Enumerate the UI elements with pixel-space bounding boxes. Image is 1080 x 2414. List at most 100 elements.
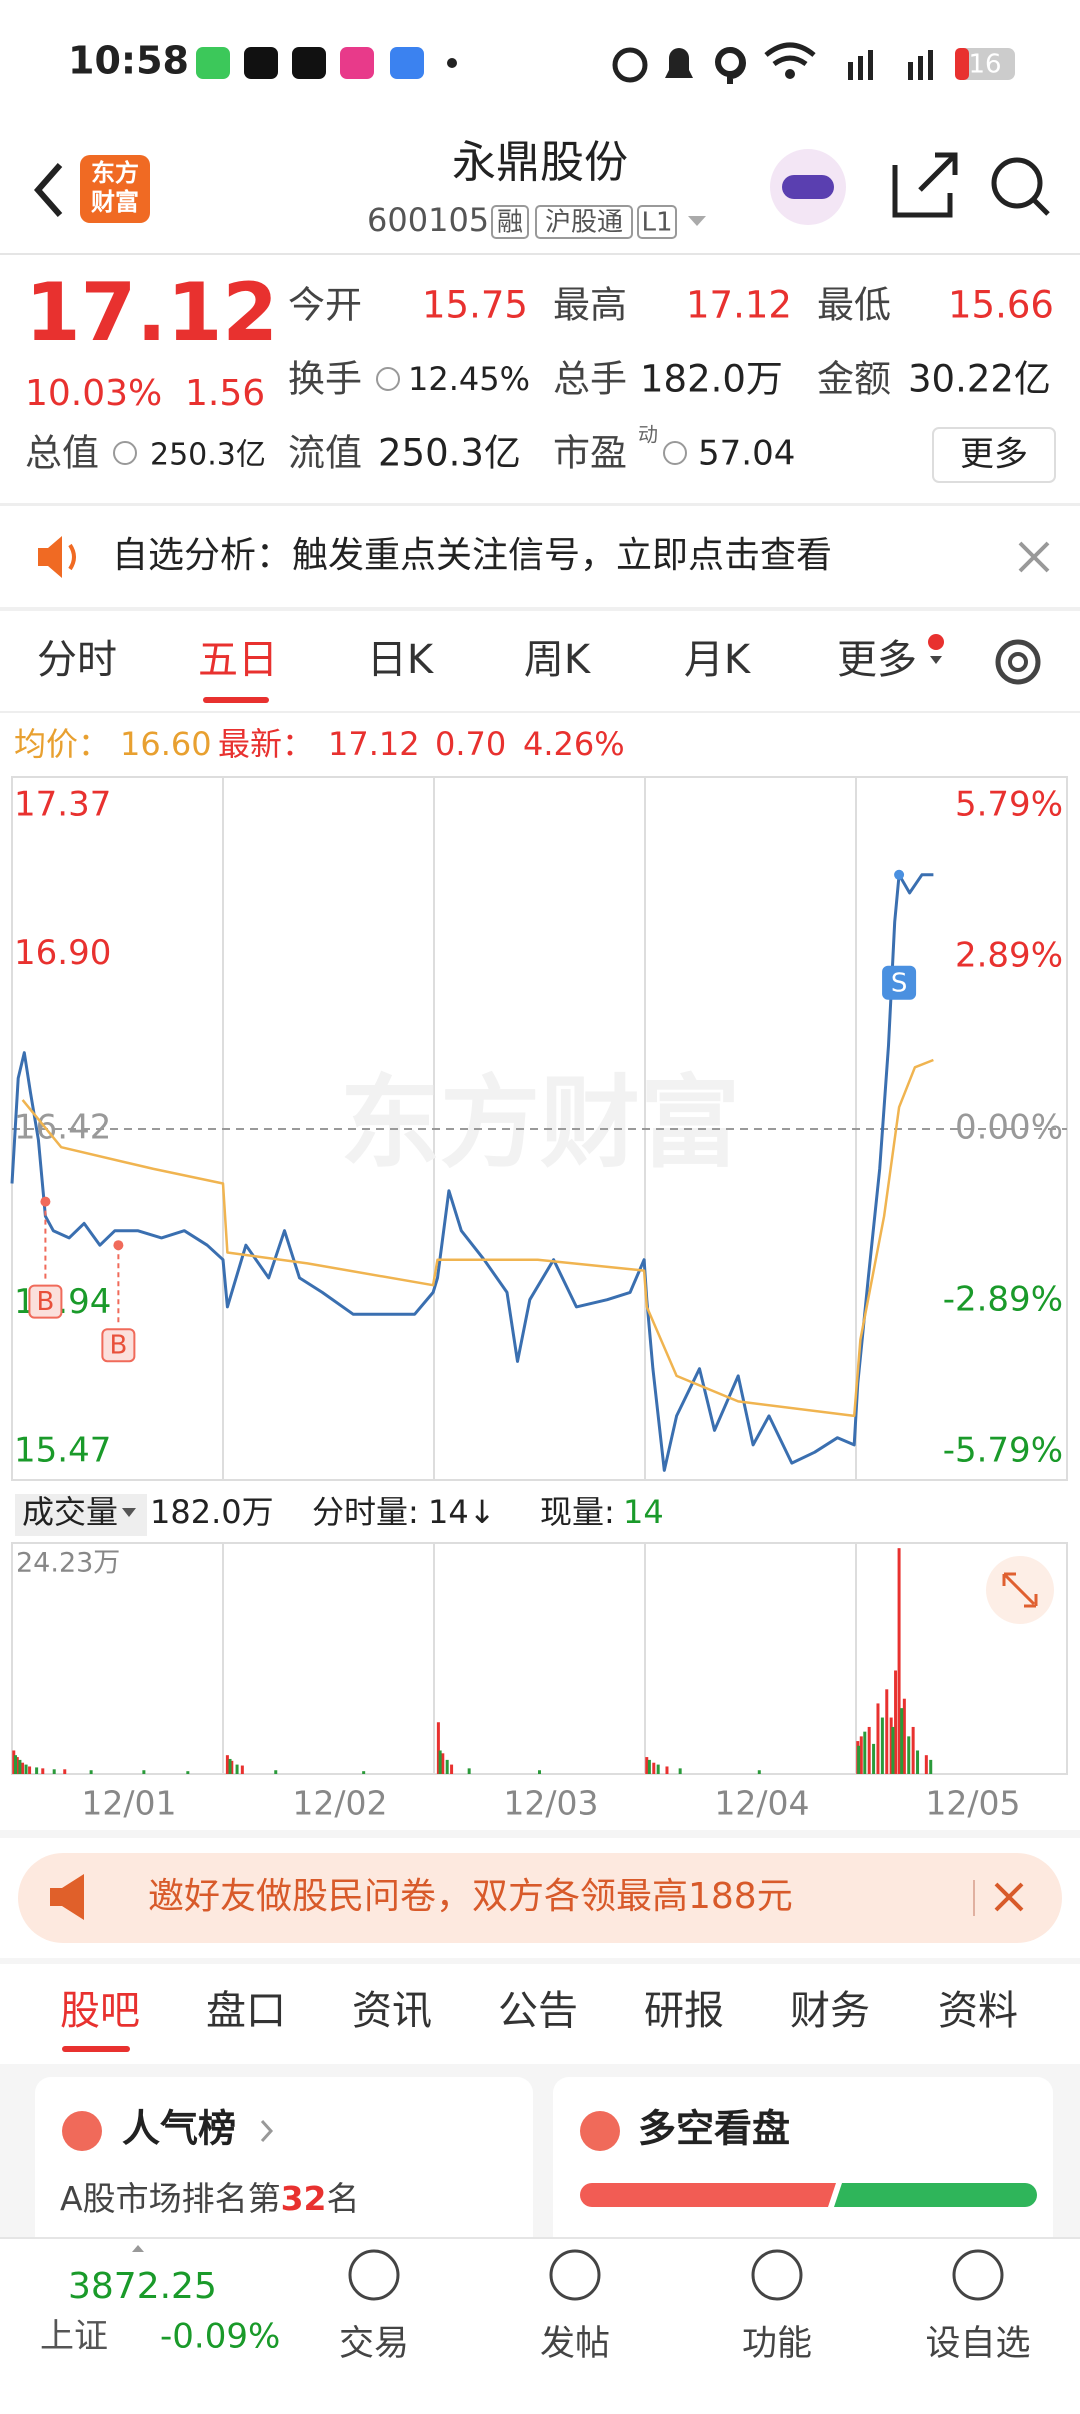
content-tab[interactable]: 资料 <box>938 1988 1018 2034</box>
change-pct: 10.03% <box>25 373 162 414</box>
clock: 10:58 <box>68 39 189 83</box>
last-price: 17.12 <box>25 266 278 359</box>
volume-bar <box>900 1708 904 1774</box>
tag-box <box>637 205 677 239</box>
notice-text[interactable]: 自选分析：触发重点关注信号，立即点击查看 <box>112 535 832 576</box>
y-tick-label: 15.47 <box>14 1431 111 1471</box>
volume-bar <box>929 1759 933 1774</box>
content-tab[interactable]: 股吧 <box>60 1988 140 2034</box>
tag: L1 <box>641 208 672 238</box>
y2-tick-label: -5.79% <box>943 1431 1063 1471</box>
field-value: 57.04 <box>698 434 795 474</box>
megaphone-icon <box>50 1874 84 1920</box>
volume-bar <box>436 1722 440 1774</box>
field-label: 市盈 <box>553 432 627 475</box>
volume-bar <box>18 1759 22 1774</box>
nav-icon[interactable] <box>549 2249 601 2301</box>
tab-indicator <box>62 2046 130 2052</box>
field-label: 最高 <box>553 284 627 327</box>
field-value: 15.75 <box>422 284 528 327</box>
tick-volume-value: 14↓ <box>428 1493 496 1531</box>
logo-text: 东方 <box>91 159 139 187</box>
field-value: 182.0万 <box>640 358 783 401</box>
period-tab[interactable]: 日K <box>367 637 435 683</box>
volume-bar <box>857 1745 861 1774</box>
field-value: 30.22亿 <box>908 358 1051 401</box>
nav-label[interactable]: 功能 <box>742 2324 812 2364</box>
content-tab[interactable]: 财务 <box>790 1988 870 2034</box>
volume-bar <box>28 1766 32 1774</box>
volume-bar <box>665 1766 669 1774</box>
info-icon[interactable] <box>113 441 137 465</box>
volume-bar <box>24 1764 28 1774</box>
ad-banner[interactable] <box>18 1853 1062 1943</box>
volume-bar <box>52 1769 56 1774</box>
volume-bar <box>867 1726 871 1774</box>
index-change[interactable]: -0.09% <box>160 2317 280 2357</box>
index-name[interactable]: 上证 <box>40 2317 108 2357</box>
trade-marker <box>101 1328 136 1363</box>
latest-label: 最新： <box>218 725 314 763</box>
nav-label[interactable]: 发帖 <box>540 2324 610 2364</box>
share-button[interactable] <box>892 152 958 218</box>
field-superscript: 动 <box>638 423 658 447</box>
content-tab[interactable]: 研报 <box>644 1988 724 2034</box>
nav-icon[interactable] <box>348 2249 400 2301</box>
nav-items: 交易 发帖 功能 设自选 <box>339 2249 1031 2364</box>
period-tab[interactable]: 周K <box>524 637 592 683</box>
content-tab[interactable]: 公告 <box>498 1988 578 2034</box>
speaker-icon <box>38 536 62 578</box>
bear-bar <box>834 2183 1037 2207</box>
divider <box>0 503 1080 506</box>
y-tick-label: 16.90 <box>14 933 111 973</box>
nav-icon[interactable] <box>952 2249 1004 2301</box>
card-icon <box>580 2111 620 2151</box>
volume-bar <box>645 1757 649 1774</box>
tab-indicator <box>203 697 269 703</box>
trade-marker-label: B <box>36 1287 54 1317</box>
volume-bar <box>362 1771 366 1774</box>
y2-tick-label: 0.00% <box>955 1108 1063 1148</box>
y2-tick-label: -2.89% <box>943 1280 1063 1320</box>
volume-label[interactable]: 成交量 <box>22 1493 118 1531</box>
tag: 融 <box>497 208 523 238</box>
rank-post: 名 <box>327 2179 360 2218</box>
nav-label[interactable]: 交易 <box>339 2324 409 2364</box>
field-value: 250.3亿 <box>378 432 521 475</box>
field-value: 15.66 <box>948 284 1054 327</box>
volume-bar <box>230 1760 234 1774</box>
period-tab[interactable]: 更多 <box>837 637 917 683</box>
info-icon[interactable] <box>663 441 687 465</box>
nav-label[interactable]: 设自选 <box>925 2324 1030 2364</box>
back-button[interactable] <box>34 163 63 217</box>
close-notice[interactable] <box>1018 541 1050 573</box>
now-volume-label: 现量: <box>540 1493 615 1531</box>
card[interactable] <box>35 2077 533 2277</box>
period-tab[interactable]: 分时 <box>37 637 117 683</box>
dropdown-icon[interactable] <box>688 216 706 226</box>
period-tab[interactable]: 五日 <box>198 637 278 683</box>
search-button[interactable] <box>991 157 1043 209</box>
card[interactable] <box>553 2077 1053 2277</box>
content-tab[interactable]: 盘口 <box>206 1988 286 2034</box>
stock-code: 600105 <box>367 201 489 239</box>
info-icon[interactable] <box>376 367 400 391</box>
bottom-nav <box>0 2238 1080 2414</box>
volume-bar <box>225 1755 229 1774</box>
field-value: 250.3亿 <box>150 438 266 473</box>
close-ad[interactable] <box>994 1882 1024 1912</box>
volume-selector[interactable] <box>15 1494 147 1536</box>
more-button-label[interactable]: 更多 <box>960 435 1028 475</box>
content-tab[interactable]: 资讯 <box>352 1988 432 2034</box>
ad-text[interactable]: 邀好友做股民问卷，双方各领最高188元 <box>148 1876 793 1917</box>
volume-bar <box>35 1767 39 1774</box>
index-value[interactable]: 3872.25 <box>68 2266 217 2307</box>
volume-bar <box>897 1548 901 1774</box>
nav-icon[interactable] <box>751 2249 803 2301</box>
more-button[interactable] <box>932 427 1056 483</box>
volume-bar <box>656 1764 660 1774</box>
period-tab[interactable]: 月K <box>684 637 752 683</box>
field-label: 总值 <box>25 432 99 475</box>
stock-name: 永鼎股份 <box>452 137 628 188</box>
settings-button[interactable] <box>995 639 1041 685</box>
